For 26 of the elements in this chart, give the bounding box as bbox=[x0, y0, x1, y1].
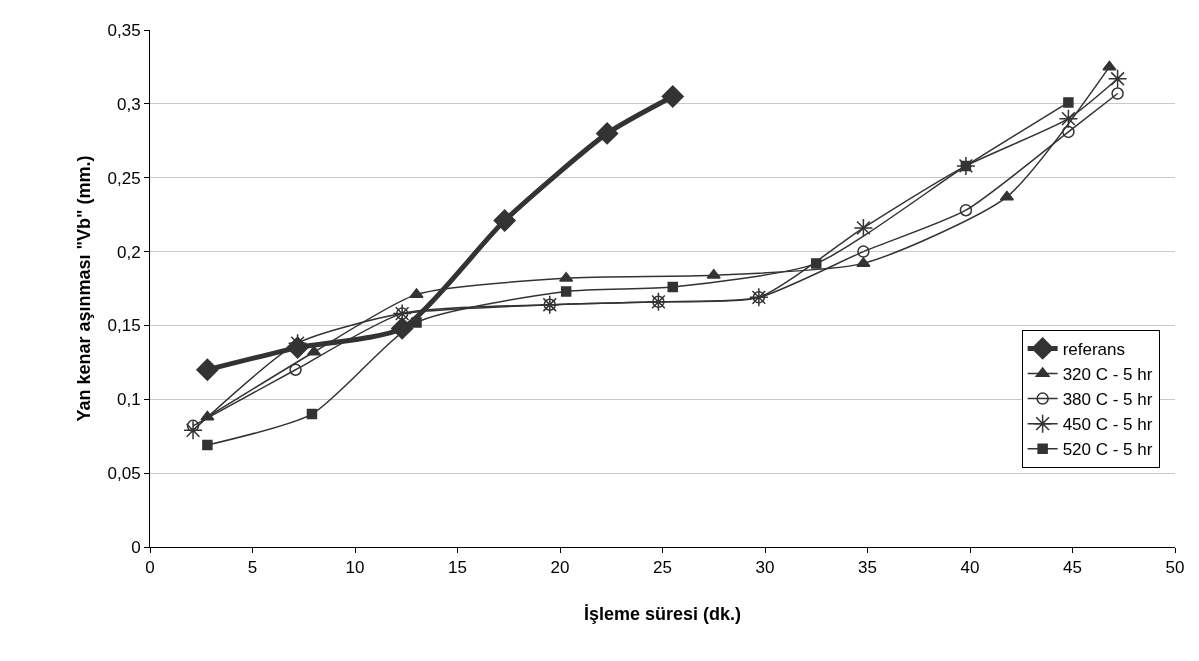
legend-label: 380 C - 5 hr bbox=[1062, 390, 1153, 410]
x-tick-label: 50 bbox=[1165, 558, 1185, 578]
y-tick-label: 0,2 bbox=[116, 242, 141, 262]
y-tick-label: 0,35 bbox=[107, 20, 141, 40]
y-tick-label: 0,25 bbox=[107, 168, 141, 188]
x-tick-label: 30 bbox=[755, 558, 775, 578]
legend-label: 520 C - 5 hr bbox=[1062, 440, 1153, 460]
x-tick-label: 35 bbox=[858, 558, 877, 578]
y-tick-label: 0,05 bbox=[107, 464, 141, 484]
x-tick-label: 45 bbox=[1063, 558, 1082, 578]
y-axis-title: Yan kenar aşınması "Vb" (mm.) bbox=[73, 155, 94, 422]
y-tick-label: 0,3 bbox=[116, 94, 141, 114]
y-tick-label: 0 bbox=[131, 537, 141, 557]
x-tick-label: 15 bbox=[448, 558, 467, 578]
legend-label: 320 C - 5 hr bbox=[1062, 365, 1153, 385]
y-tick-label: 0,1 bbox=[116, 390, 141, 410]
x-tick-label: 10 bbox=[345, 558, 365, 578]
x-tick-label: 5 bbox=[247, 558, 258, 578]
x-tick-label: 40 bbox=[960, 558, 980, 578]
x-tick-label: 20 bbox=[550, 558, 570, 578]
y-tick-label: 0,15 bbox=[107, 316, 141, 336]
x-tick-label: 0 bbox=[145, 558, 155, 578]
x-axis-title: İşleme süresi (dk.) bbox=[583, 603, 742, 624]
legend-label: 450 C - 5 hr bbox=[1062, 415, 1153, 435]
x-tick-label: 25 bbox=[653, 558, 672, 578]
legend-label: referans bbox=[1062, 340, 1125, 360]
